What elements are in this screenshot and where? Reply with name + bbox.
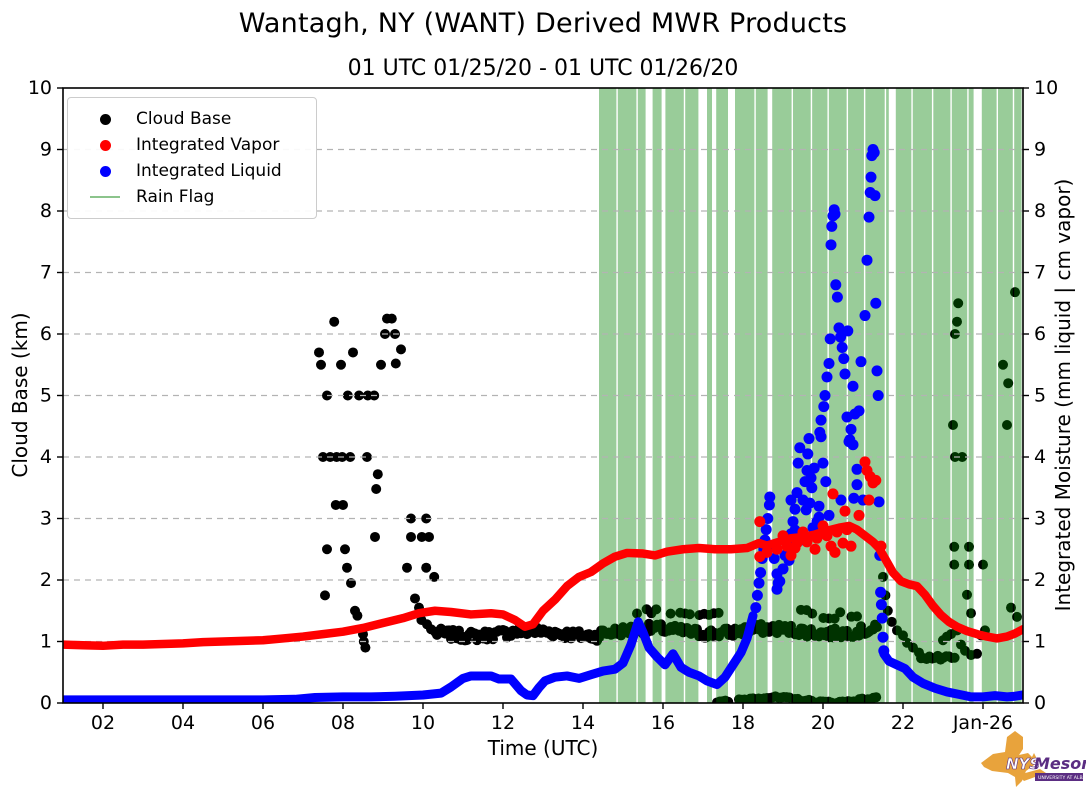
svg-text:NYS: NYS [1006,755,1040,773]
y-tick-label-right: 1 [1034,631,1046,653]
legend-item-rain-flag: Rain Flag [90,184,304,210]
y-tick-label-left: 3 [40,508,52,530]
y-axis-label-right: Integrated Moisture (mm liquid | cm vapo… [1051,178,1075,612]
y-tick-label-left: 6 [40,323,52,345]
y-tick-label-left: 1 [40,631,52,653]
legend-label: Cloud Base [136,109,232,129]
y-tick-label-left: 8 [40,200,52,222]
legend-item-integrated-vapor: Integrated Vapor [90,132,304,158]
x-tick-label: 22 [891,712,915,734]
x-tick-label: 20 [811,712,835,734]
y-tick-label-left: 5 [40,385,52,407]
y-tick-label-right: 2 [1034,569,1046,591]
y-tick-label-left: 10 [28,77,52,99]
y-tick-label-left: 2 [40,569,52,591]
x-tick-label: 16 [651,712,675,734]
nys-mesonet-logo: NYS Mesonet UNIVERSITY AT ALBANY [978,727,1089,801]
y-tick-label-right: 9 [1034,139,1046,161]
y-tick-label-right: 8 [1034,200,1046,222]
long-island-icon [1018,769,1046,781]
integrated-vapor-series [63,456,1023,651]
y-tick-label-right: 3 [1034,508,1046,530]
x-tick-label: 18 [731,712,755,734]
x-tick-label: 02 [91,712,115,734]
x-tick-label: 10 [411,712,435,734]
x-tick-label: 14 [571,712,595,734]
cloud-base-marker-icon [90,113,120,125]
integrated-liquid-marker-icon [90,165,120,177]
ny-state-icon [981,731,1036,787]
x-tick-label: 12 [491,712,515,734]
legend-item-cloud-base: Cloud Base [90,106,304,132]
plot-content [63,88,1023,703]
x-tick-label: Jan-26 [952,712,1013,734]
x-tick-label: 04 [171,712,195,734]
svg-text:UNIVERSITY AT ALBANY: UNIVERSITY AT ALBANY [1038,775,1086,781]
y-tick-label-right: 0 [1034,692,1046,714]
legend-item-integrated-liquid: Integrated Liquid [90,158,304,184]
rain-flag-marker-icon [90,196,120,198]
svg-text:Mesonet: Mesonet [1034,754,1086,773]
axes: 02 04 06 08 10 12 14 16 18 20 22 Jan-260 01 12 23 34 45 5… [28,77,1058,734]
y-tick-label-right: 6 [1034,323,1046,345]
y-tick-label-right: 5 [1034,385,1046,407]
legend: Cloud Base Integrated Vapor Integrated L… [67,97,317,219]
y-axis-label-left: Cloud Base (km) [8,312,32,478]
y-tick-label-right: 10 [1034,77,1058,99]
y-tick-label-right: 4 [1034,446,1046,468]
integrated-vapor-marker-icon [90,139,120,151]
x-tick-label: 08 [331,712,355,734]
x-axis-label: Time (UTC) [487,736,599,760]
chart-title: Wantagh, NY (WANT) Derived MWR Products [238,8,848,39]
legend-label: Integrated Liquid [136,161,282,181]
x-tick-label: 06 [251,712,275,734]
y-tick-label-left: 9 [40,139,52,161]
y-tick-label-left: 4 [40,446,52,468]
legend-label: Rain Flag [136,187,215,207]
legend-label: Integrated Vapor [136,135,280,155]
nys-mesonet-logo-graphic: NYS Mesonet UNIVERSITY AT ALBANY [981,731,1089,787]
chart-subtitle: 01 UTC 01/25/20 - 01 UTC 01/26/20 [347,56,739,81]
y-tick-label-left: 0 [40,692,52,714]
y-tick-label-right: 7 [1034,262,1046,284]
y-tick-label-left: 7 [40,262,52,284]
